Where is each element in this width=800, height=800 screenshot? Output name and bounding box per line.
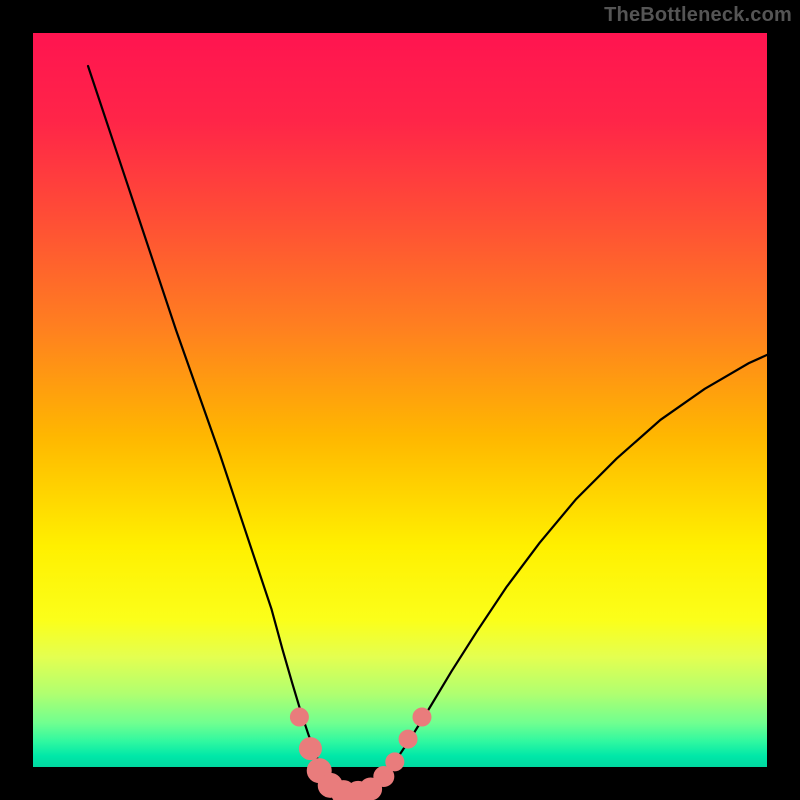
curve-marker	[360, 778, 382, 800]
curve-overlay	[33, 33, 800, 800]
curve-marker	[399, 730, 417, 748]
curve-marker	[307, 759, 331, 783]
curve-marker	[386, 753, 404, 771]
bottleneck-curve	[88, 66, 789, 795]
curve-marker	[318, 773, 342, 797]
chart-container: TheBottleneck.com	[0, 0, 800, 800]
curve-marker	[299, 738, 321, 760]
watermark-text: TheBottleneck.com	[604, 4, 792, 27]
plot-area	[33, 33, 767, 767]
curve-marker	[331, 781, 355, 800]
curve-marker	[413, 708, 431, 726]
curve-marker	[374, 767, 394, 787]
curve-marker	[346, 781, 370, 800]
curve-marker	[290, 708, 308, 726]
